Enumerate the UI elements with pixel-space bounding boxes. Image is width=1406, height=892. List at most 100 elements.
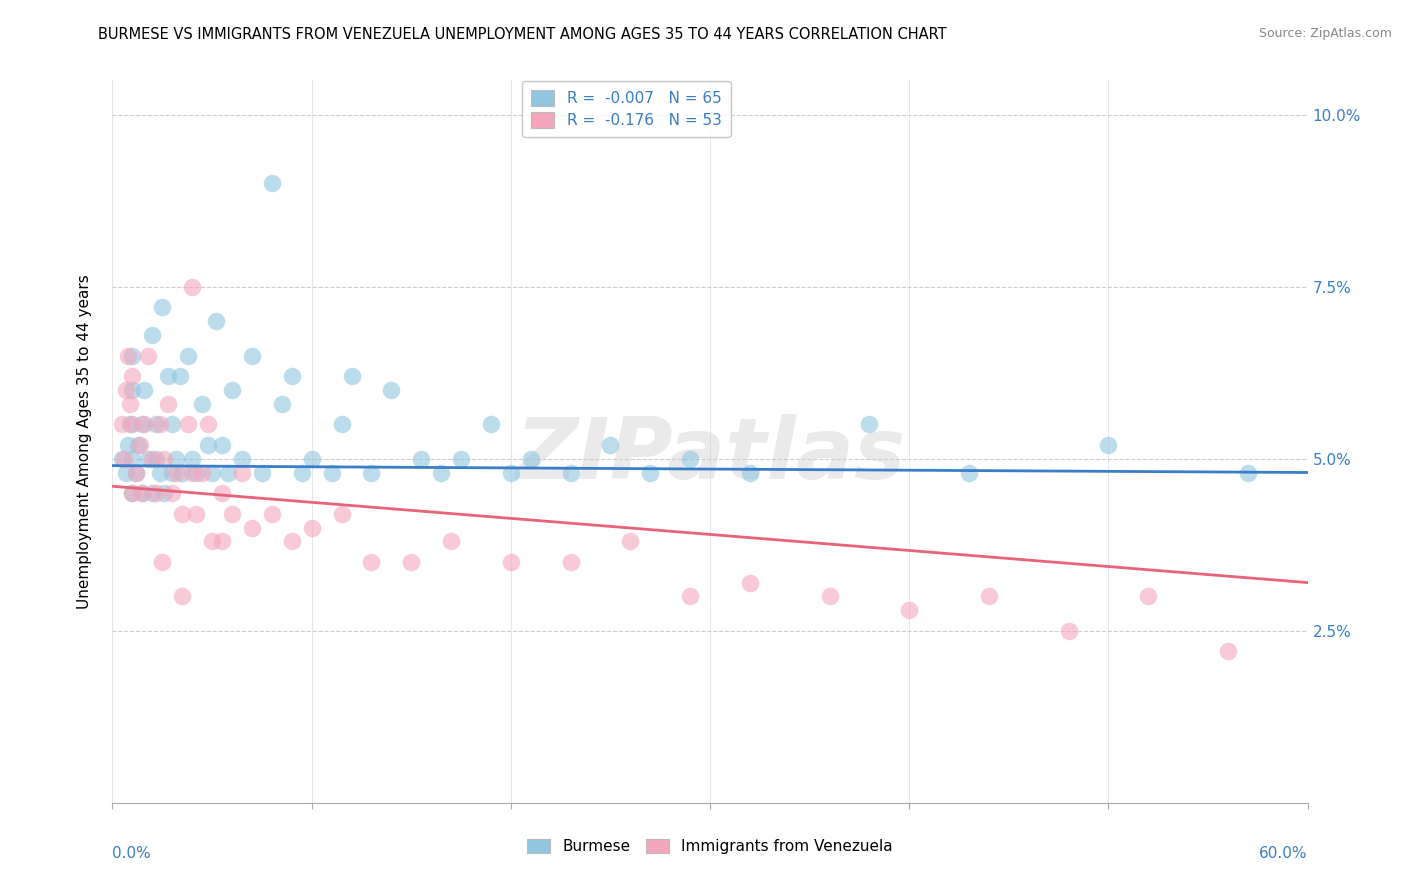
Point — [1097, 438, 1119, 452]
Text: Source: ZipAtlas.com: Source: ZipAtlas.com — [1258, 27, 1392, 40]
Point — [380, 383, 402, 397]
Point — [250, 466, 273, 480]
Point — [340, 369, 363, 384]
Point — [177, 349, 200, 363]
Point — [162, 417, 183, 432]
Point — [150, 555, 173, 569]
Point — [181, 279, 204, 293]
Point — [858, 417, 880, 432]
Point — [141, 451, 163, 466]
Point — [619, 534, 641, 549]
Text: 60.0%: 60.0% — [1260, 847, 1308, 861]
Point — [153, 486, 176, 500]
Point — [330, 507, 353, 521]
Point — [181, 466, 204, 480]
Point — [1216, 644, 1239, 658]
Point — [149, 466, 172, 480]
Point — [240, 520, 263, 534]
Point — [957, 466, 980, 480]
Text: ZIPatlas: ZIPatlas — [515, 415, 905, 498]
Point — [131, 417, 153, 432]
Point — [430, 466, 453, 480]
Point — [898, 603, 921, 617]
Point — [186, 507, 208, 521]
Point — [640, 466, 662, 480]
Point — [138, 451, 160, 466]
Point — [115, 466, 138, 480]
Point — [360, 466, 382, 480]
Point — [121, 486, 143, 500]
Text: BURMESE VS IMMIGRANTS FROM VENEZUELA UNEMPLOYMENT AMONG AGES 35 TO 44 YEARS CORR: BURMESE VS IMMIGRANTS FROM VENEZUELA UNE… — [98, 27, 948, 42]
Point — [117, 349, 139, 363]
Point — [499, 555, 522, 569]
Point — [201, 466, 224, 480]
Point — [201, 534, 224, 549]
Point — [221, 507, 243, 521]
Point — [281, 534, 304, 549]
Point — [260, 177, 283, 191]
Point — [165, 451, 187, 466]
Point — [977, 590, 1000, 604]
Point — [121, 383, 143, 397]
Point — [121, 451, 143, 466]
Point — [301, 451, 323, 466]
Point — [177, 417, 200, 432]
Point — [121, 486, 143, 500]
Point — [205, 314, 228, 328]
Point — [440, 534, 463, 549]
Point — [117, 438, 139, 452]
Point — [172, 590, 194, 604]
Point — [260, 507, 283, 521]
Point — [197, 438, 219, 452]
Point — [291, 466, 314, 480]
Point — [120, 397, 142, 411]
Point — [211, 534, 233, 549]
Point — [172, 507, 194, 521]
Point — [1237, 466, 1260, 480]
Point — [111, 451, 134, 466]
Point — [125, 466, 148, 480]
Point — [134, 383, 156, 397]
Point — [330, 417, 353, 432]
Point — [321, 466, 343, 480]
Point — [411, 451, 433, 466]
Point — [121, 417, 143, 432]
Point — [131, 486, 153, 500]
Point — [141, 327, 163, 342]
Point — [738, 575, 761, 590]
Point — [172, 466, 194, 480]
Point — [127, 438, 149, 452]
Point — [401, 555, 423, 569]
Point — [121, 349, 143, 363]
Point — [115, 383, 138, 397]
Point — [125, 466, 148, 480]
Point — [165, 466, 187, 480]
Point — [301, 520, 323, 534]
Point — [149, 417, 172, 432]
Legend: Burmese, Immigrants from Venezuela: Burmese, Immigrants from Venezuela — [522, 833, 898, 860]
Point — [191, 397, 214, 411]
Point — [120, 417, 142, 432]
Point — [499, 466, 522, 480]
Point — [217, 466, 239, 480]
Text: 0.0%: 0.0% — [112, 847, 152, 861]
Point — [479, 417, 502, 432]
Point — [111, 417, 134, 432]
Point — [138, 349, 160, 363]
Point — [221, 383, 243, 397]
Point — [450, 451, 472, 466]
Point — [599, 438, 621, 452]
Point — [129, 438, 152, 452]
Point — [181, 451, 204, 466]
Point — [231, 451, 253, 466]
Point — [211, 438, 233, 452]
Point — [162, 466, 183, 480]
Point — [270, 397, 292, 411]
Point — [145, 417, 167, 432]
Point — [191, 466, 214, 480]
Point — [211, 486, 233, 500]
Point — [560, 466, 582, 480]
Point — [131, 486, 153, 500]
Point — [114, 451, 135, 466]
Point — [121, 369, 143, 384]
